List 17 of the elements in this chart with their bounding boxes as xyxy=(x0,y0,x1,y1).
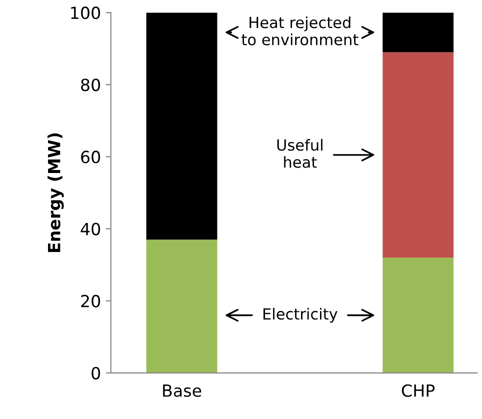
x-tick-label: Base xyxy=(163,384,202,397)
x-tick-label: CHP xyxy=(402,384,435,397)
y-tick-label: 80 xyxy=(81,78,100,92)
bar xyxy=(382,12,454,52)
bar xyxy=(146,12,218,240)
y-tick-label: 20 xyxy=(81,294,100,308)
annotation: Useful heat xyxy=(277,138,322,168)
bar xyxy=(146,240,218,373)
bar xyxy=(382,52,454,258)
y-tick-label: 60 xyxy=(81,150,100,164)
annotation: Electricity xyxy=(263,308,338,323)
y-tick-label: 0 xyxy=(92,366,100,380)
y-tick-label: 40 xyxy=(80,222,100,236)
y-tick-label: 100 xyxy=(71,6,100,20)
annotation: Heat rejected to environment xyxy=(242,16,358,46)
y-axis-title: Energy (MW) xyxy=(48,133,64,252)
bar xyxy=(382,258,454,373)
